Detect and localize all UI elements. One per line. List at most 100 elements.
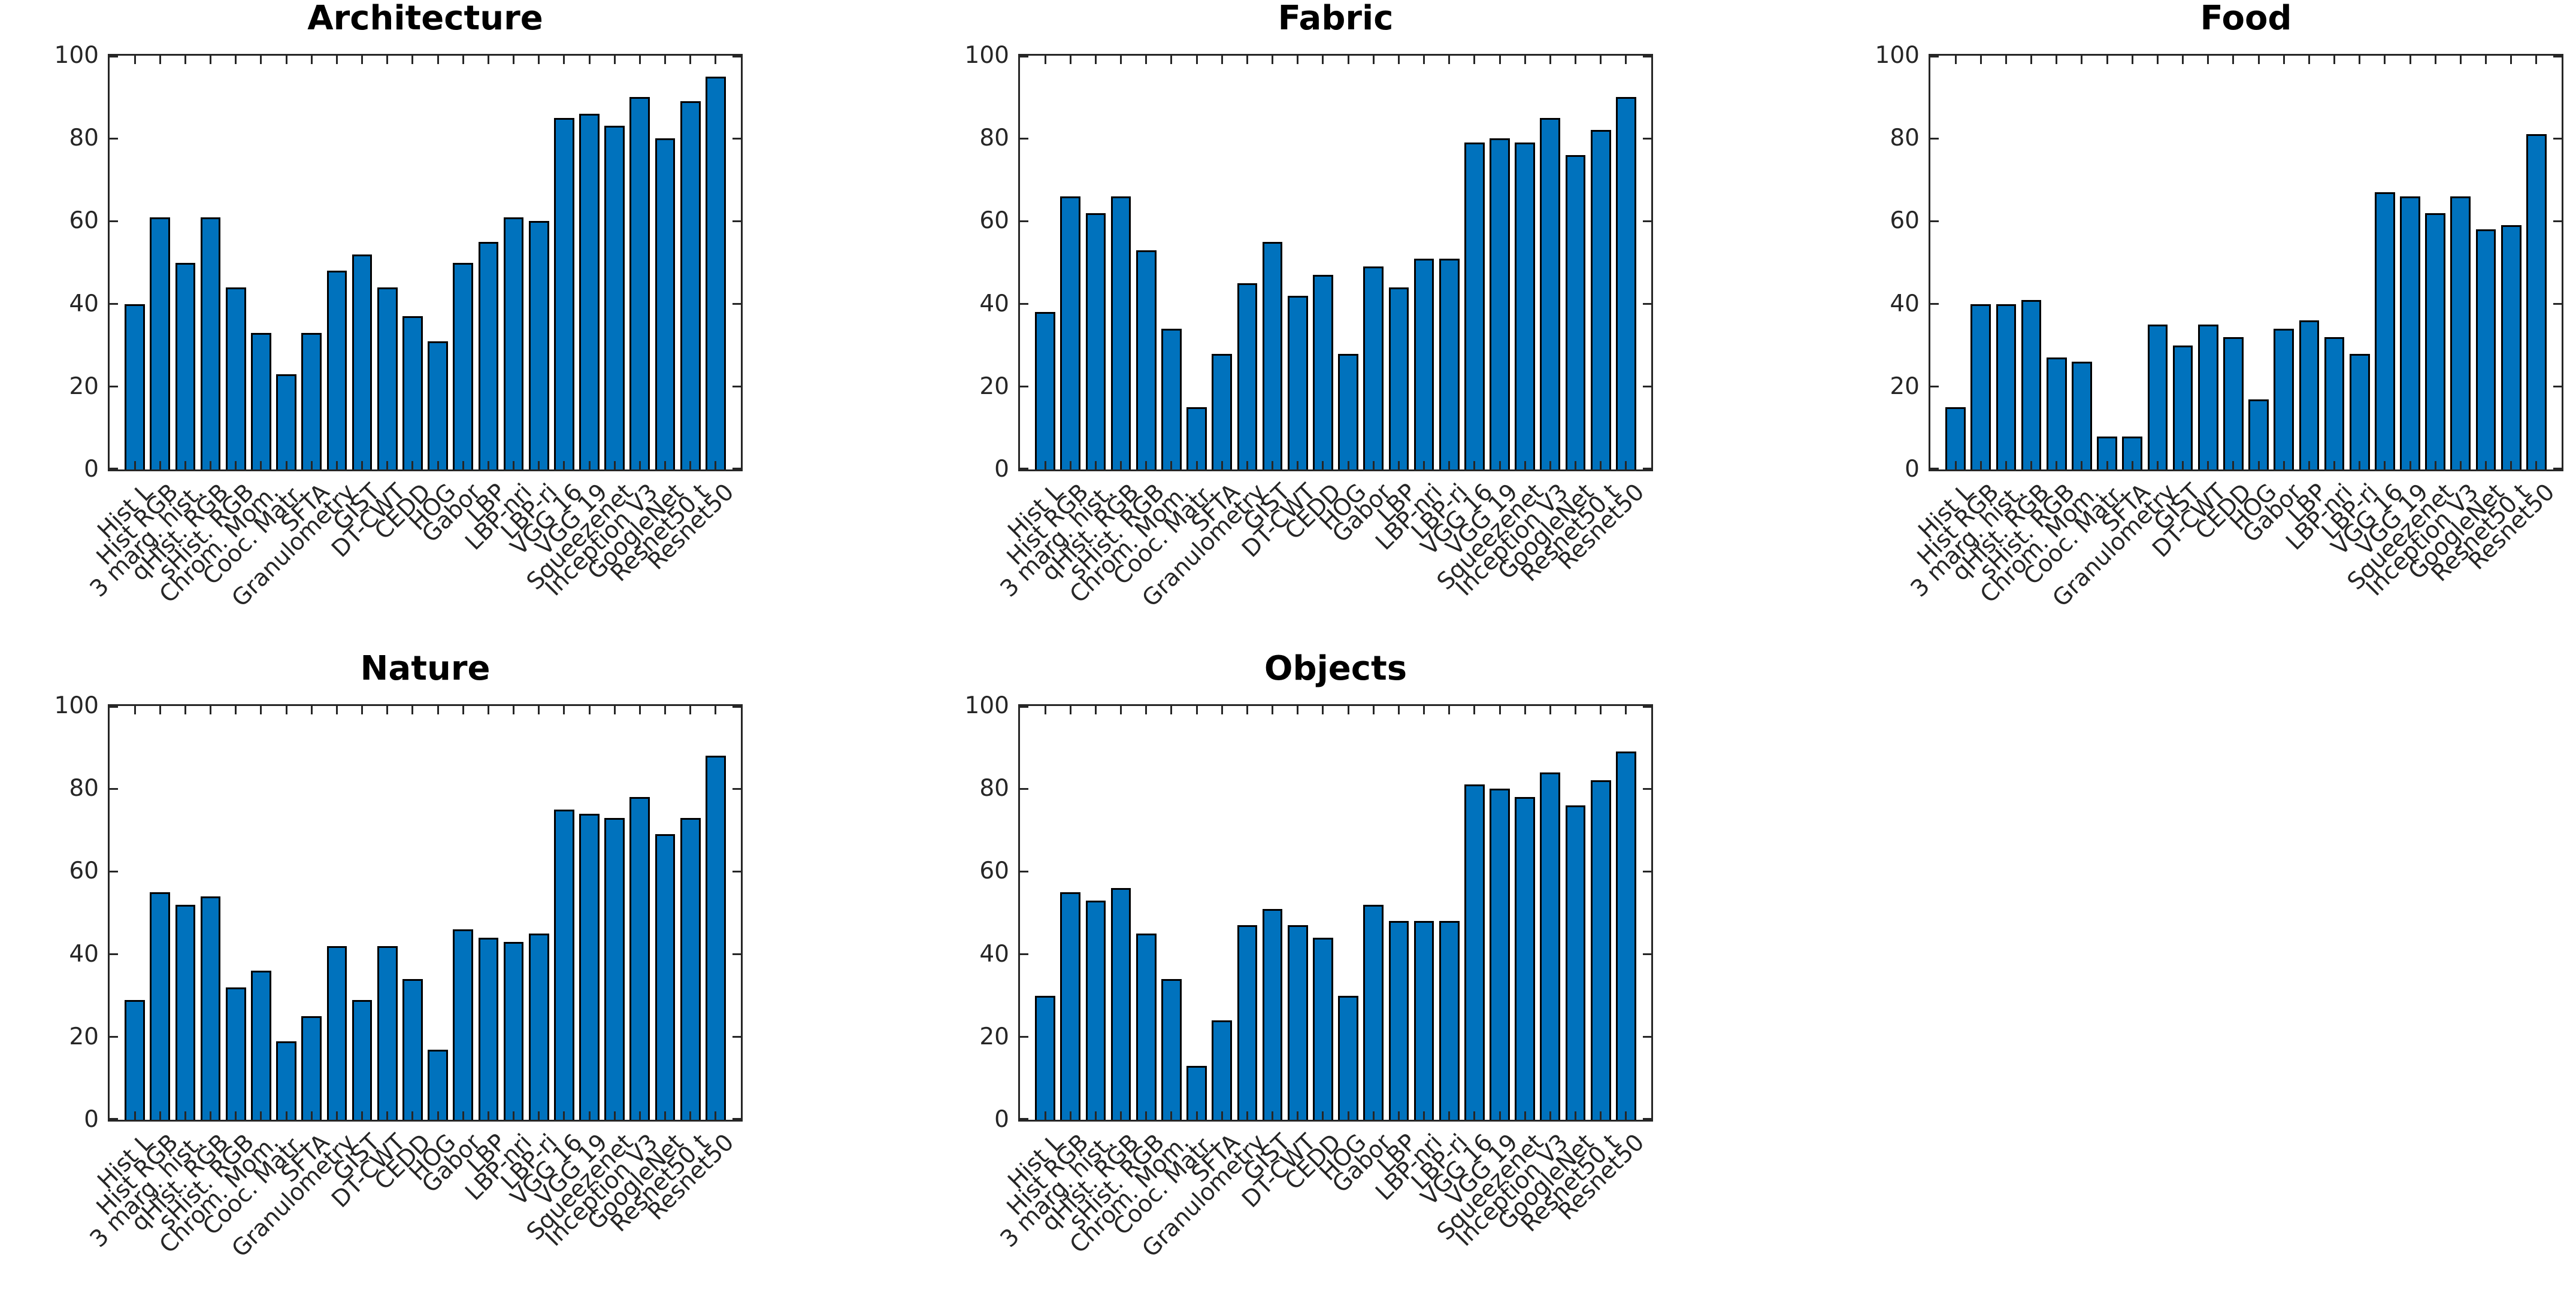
x-tick [1347,1111,1349,1120]
bar-inception-v3 [629,97,650,469]
y-tick-label: 80 [979,125,1009,152]
bar-dt-cwt [2197,325,2218,469]
bar-lbp [478,937,499,1120]
y-tick-right [1643,386,1651,388]
x-tick-top [285,56,287,64]
y-tick [110,1036,118,1038]
x-tick [210,461,212,469]
x-tick-top [361,706,364,714]
x-tick [2156,461,2159,469]
y-tick [1930,137,1939,140]
bar-chrom-mom [1161,329,1182,469]
x-tick-top [2283,56,2285,64]
y-tick [1020,953,1028,956]
x-tick-top [538,56,540,64]
y-tick [110,137,118,140]
x-tick [689,461,692,469]
x-tick [1094,461,1097,469]
y-tick [110,870,118,872]
y-tick [1020,137,1028,140]
x-tick-top [2257,56,2260,64]
x-tick [1246,461,1248,469]
x-tick [2434,461,2436,469]
y-tick-right [732,468,741,469]
x-tick [588,1111,591,1120]
y-tick-label: 100 [54,42,99,69]
x-tick-top [1448,56,1451,64]
bar-squeezenet [1515,143,1536,469]
x-tick [1423,1111,1425,1120]
x-tick-top [335,56,338,64]
y-tick-label: 60 [1890,207,1920,235]
bar-resnet50-t [1590,780,1611,1120]
x-tick-top [1473,706,1476,714]
bar-hog [428,341,448,469]
x-tick-top [437,56,439,64]
x-tick [1954,461,1957,469]
x-tick [310,461,313,469]
x-tick-top [2510,56,2513,64]
x-tick-top [1044,56,1046,64]
x-tick-top [210,706,212,714]
bar-vgg-16 [554,809,574,1120]
x-tick-top [487,56,489,64]
bar-lbp [2299,320,2320,469]
x-tick [260,461,262,469]
bar-3-marg-hist [1085,900,1106,1120]
y-tick-right [1643,137,1651,140]
bar-squeezenet [1515,797,1536,1120]
x-tick-top [1145,56,1148,64]
x-tick [134,461,136,469]
bar-hog [2248,399,2269,469]
bar-hist-l [1035,312,1055,469]
y-tick [1020,303,1028,305]
bar-squeezenet [604,126,625,469]
bar-resnet50 [1615,752,1636,1120]
x-tick-top [1473,56,1476,64]
bar-chrom-mom [2072,362,2092,469]
y-tick-label: 100 [964,692,1009,719]
y-tick-label: 0 [1905,456,1920,483]
y-tick [110,787,118,790]
x-tick-top [1549,706,1551,714]
y-tick [1930,468,1939,469]
y-tick-right [732,787,741,790]
x-tick-top [2308,56,2310,64]
x-tick-top [1625,56,1627,64]
x-tick-top [1575,56,1577,64]
x-tick-top [689,56,692,64]
bar-3-marg-hist [1996,304,2017,469]
bar-squeezenet [2425,213,2446,469]
y-tick-label: 0 [84,456,99,483]
x-tick [487,1111,489,1120]
bar-qhist-rgb [200,896,221,1120]
chart-title-architecture: Architecture [307,0,543,38]
x-tick [1372,1111,1375,1120]
y-tick-label: 60 [979,857,1009,885]
x-tick [715,461,717,469]
x-tick-top [184,706,186,714]
x-tick-top [134,706,136,714]
x-tick-top [462,706,464,714]
x-tick-top [1195,56,1198,64]
bar-cooc-matr [276,1041,296,1120]
x-tick-top [664,56,667,64]
x-tick [134,1111,136,1120]
bar-resnet50 [705,76,726,469]
x-tick-top [1600,56,1602,64]
x-tick-top [235,56,237,64]
x-tick-top [2131,56,2133,64]
y-tick-right [732,220,741,222]
y-tick [1020,220,1028,222]
x-tick-top [235,706,237,714]
x-tick-top [1524,56,1526,64]
x-tick [2308,461,2310,469]
x-tick-top [1524,706,1526,714]
y-tick-label: 0 [84,1106,99,1133]
bar-granulometry [1237,925,1258,1120]
x-tick [1423,461,1425,469]
x-tick [563,461,565,469]
y-tick-right [2553,386,2562,388]
x-tick [1044,461,1046,469]
x-tick-top [1272,56,1274,64]
